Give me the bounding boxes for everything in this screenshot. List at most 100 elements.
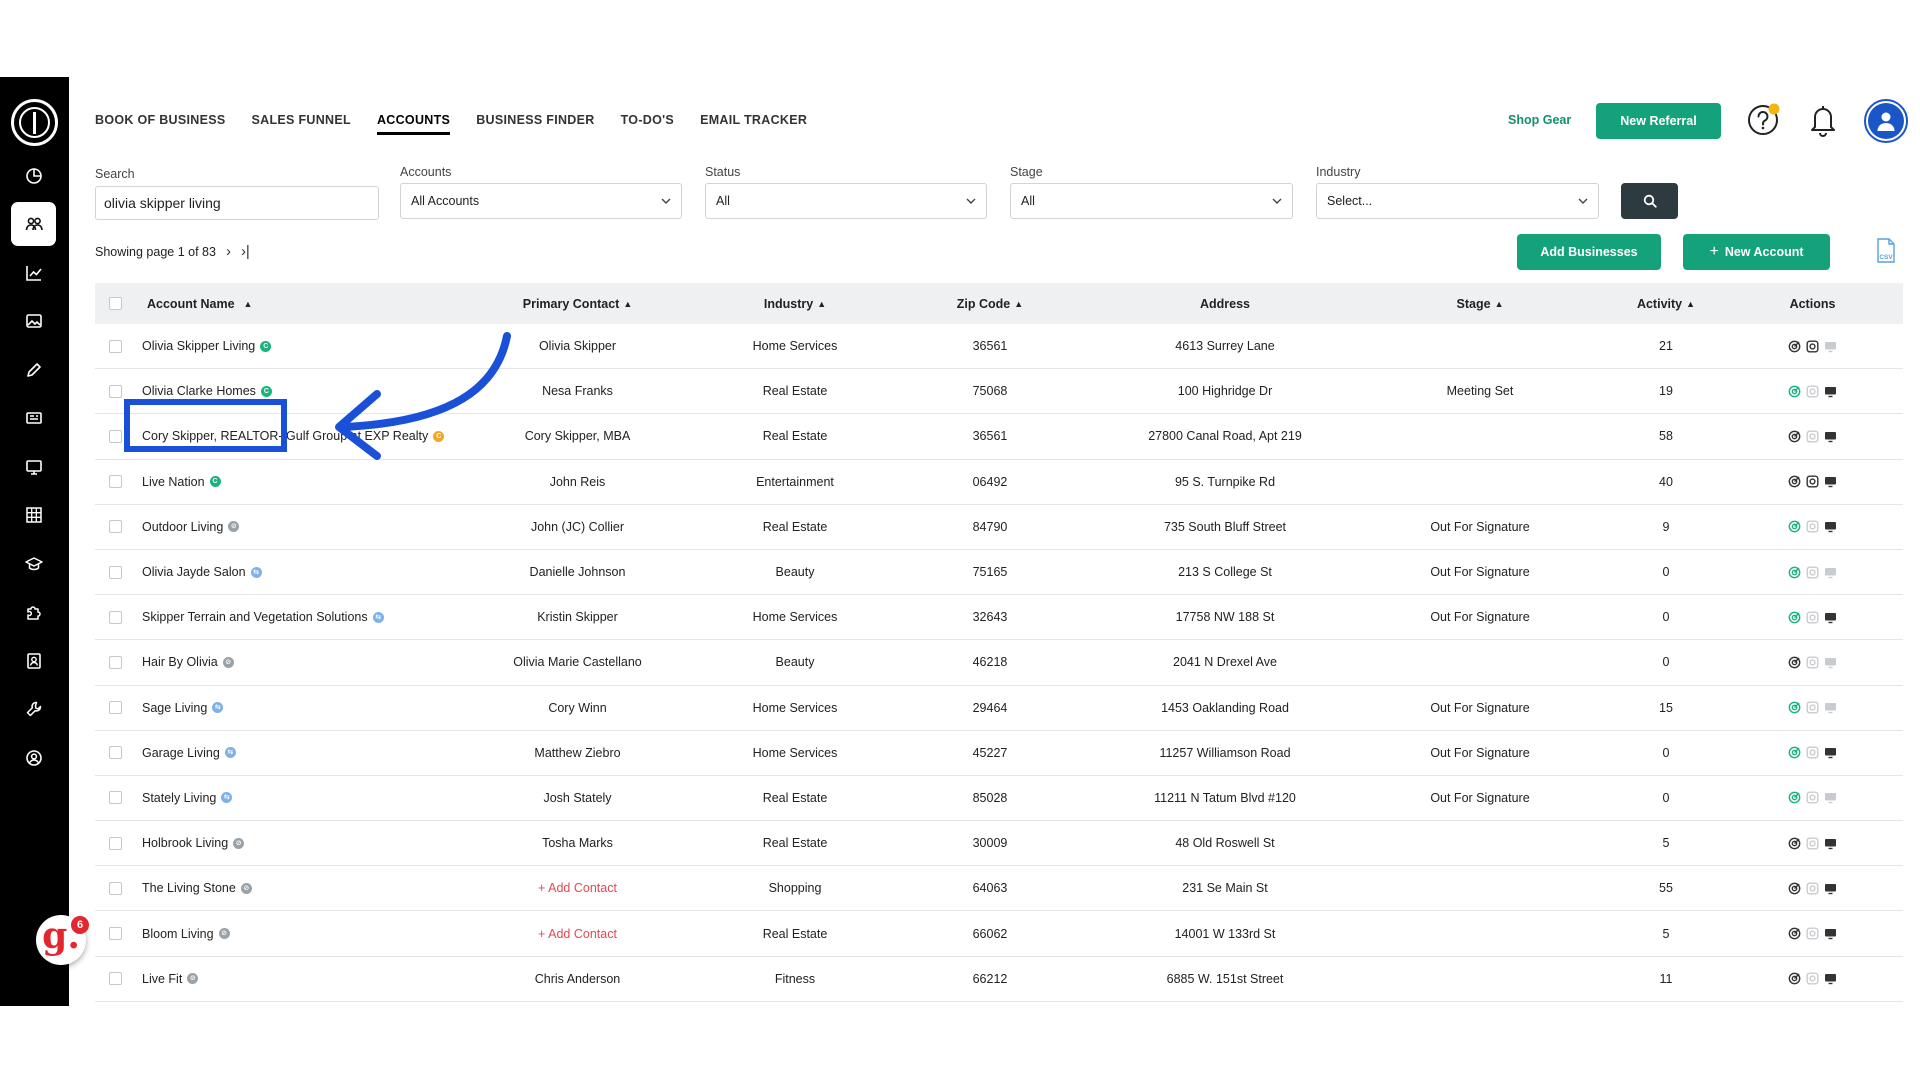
camera-icon[interactable] [1806,972,1819,985]
camera-icon[interactable] [1806,611,1819,624]
col-primary-contact[interactable]: Primary Contact ▲ [465,297,690,311]
tab-accounts[interactable]: ACCOUNTS [376,113,451,135]
table-row[interactable]: Live Fit ⊘ Chris Anderson Fitness 66212 6885 … [95,957,1903,1002]
target-icon[interactable] [1788,837,1801,850]
target-icon[interactable] [1788,520,1801,533]
target-icon[interactable] [1788,475,1801,488]
account-name-link[interactable]: Hair By Olivia [142,655,218,670]
monitor-icon[interactable] [1824,475,1837,488]
camera-icon[interactable] [1806,791,1819,804]
camera-icon[interactable] [1806,340,1819,353]
camera-icon[interactable] [1806,701,1819,714]
row-checkbox[interactable] [108,881,122,895]
new-referral-button[interactable]: New Referral [1596,103,1721,139]
sidebar-item-people[interactable] [11,202,56,246]
monitor-icon[interactable] [1824,972,1837,985]
shop-gear-link[interactable]: Shop Gear [1508,113,1572,127]
row-checkbox[interactable] [108,746,122,760]
monitor-icon[interactable] [1824,430,1837,443]
table-row[interactable]: Olivia Clarke Homes C Nesa Franks Real Esta… [95,369,1903,415]
row-checkbox[interactable] [108,655,122,669]
row-checkbox[interactable] [108,927,122,941]
tab-sales-funnel[interactable]: SALES FUNNEL [251,113,351,127]
monitor-icon[interactable] [1824,385,1837,398]
row-checkbox[interactable] [108,791,122,805]
row-checkbox[interactable] [108,701,122,715]
monitor-icon[interactable] [1824,340,1837,353]
account-name-link[interactable]: Live Nation [142,474,205,489]
sidebar-item-grid[interactable] [11,493,56,537]
table-row[interactable]: Bloom Living ⊘ + Add Contact Real Estate 660… [95,911,1903,957]
csv-export-icon[interactable]: CSV [1875,238,1897,264]
new-account-button[interactable]: + New Account [1683,234,1830,270]
target-icon[interactable] [1788,972,1801,985]
bell-icon[interactable] [1806,102,1840,138]
table-row[interactable]: Stately Living ⇆ Josh Stately Real Estate 85… [95,776,1903,822]
account-name-link[interactable]: Sage Living [142,700,208,715]
sidebar-item-newspaper[interactable] [11,396,56,440]
table-row[interactable]: Live Nation C John Reis Entertainment 06492 9… [95,460,1903,505]
account-name-link[interactable]: Olivia Clarke Homes [142,384,256,399]
table-row[interactable]: Skipper Terrain and Vegetation Solutions… [95,595,1903,641]
account-name-link[interactable]: The Living Stone [142,881,236,896]
monitor-icon[interactable] [1824,611,1837,624]
table-row[interactable]: Holbrook Living ⊘ Tosha Marks Real Estate 30… [95,821,1903,867]
sidebar-item-puzzle[interactable] [11,590,56,634]
add-contact-link[interactable]: + Add Contact [538,926,617,941]
accounts-filter-select[interactable]: All Accounts [400,183,682,219]
search-button[interactable] [1621,183,1678,219]
help-icon[interactable] [1746,103,1780,137]
account-name-link[interactable]: Stately Living [142,790,217,805]
tab-to-dos[interactable]: TO-DO'S [620,113,675,127]
row-checkbox[interactable] [108,565,122,579]
table-row[interactable]: Olivia Skipper Living C Olivia Skipper Home… [95,324,1903,370]
search-input[interactable]: olivia skipper living [95,186,379,220]
table-row[interactable]: Olivia Jayde Salon ⇆ Danielle Johnson Beaut… [95,550,1903,596]
row-checkbox[interactable] [108,610,122,624]
row-checkbox[interactable] [108,836,122,850]
table-row[interactable]: Cory Skipper, REALTOR- Gulf Group at EXP… [95,414,1903,460]
sidebar-item-line-chart[interactable] [11,251,56,295]
monitor-icon[interactable] [1824,837,1837,850]
row-checkbox[interactable] [108,475,122,489]
col-activity[interactable]: Activity ▲ [1590,297,1742,311]
account-name-link[interactable]: Outdoor Living [142,519,224,534]
monitor-icon[interactable] [1824,520,1837,533]
account-name-link[interactable]: Olivia Skipper Living [142,339,256,354]
sidebar-item-monitor[interactable] [11,445,56,489]
target-icon[interactable] [1788,340,1801,353]
add-businesses-button[interactable]: Add Businesses [1517,234,1661,270]
account-name-link[interactable]: Garage Living [142,745,220,760]
sidebar-item-contact-card[interactable] [11,639,56,683]
account-name-link[interactable]: Cory Skipper, REALTOR- Gulf Group at EXP… [142,429,429,444]
camera-icon[interactable] [1806,475,1819,488]
camera-icon[interactable] [1806,656,1819,669]
table-row[interactable]: Hair By Olivia ⊘ Olivia Marie Castellano Be… [95,640,1903,686]
row-checkbox[interactable] [108,520,122,534]
target-icon[interactable] [1788,656,1801,669]
sidebar-item-wrench[interactable] [11,687,56,731]
table-row[interactable]: The Living Stone ⊘ + Add Contact Shopping 64… [95,866,1903,912]
monitor-icon[interactable] [1824,566,1837,579]
target-icon[interactable] [1788,791,1801,804]
user-avatar[interactable] [1864,99,1908,143]
camera-icon[interactable] [1806,520,1819,533]
col-industry[interactable]: Industry ▲ [690,297,900,311]
camera-icon[interactable] [1806,746,1819,759]
status-filter-select[interactable]: All [705,183,987,219]
target-icon[interactable] [1788,882,1801,895]
row-checkbox[interactable] [108,429,122,443]
account-name-link[interactable]: Holbrook Living [142,836,229,851]
stage-filter-select[interactable]: All [1010,183,1293,219]
table-row[interactable]: Garage Living ⇆ Matthew Ziebro Home Service… [95,731,1903,776]
target-icon[interactable] [1788,611,1801,624]
select-all-checkbox[interactable] [108,297,122,310]
col-stage[interactable]: Stage ▲ [1370,297,1590,311]
target-icon[interactable] [1788,927,1801,940]
target-icon[interactable] [1788,430,1801,443]
monitor-icon[interactable] [1824,791,1837,804]
target-icon[interactable] [1788,566,1801,579]
monitor-icon[interactable] [1824,656,1837,669]
target-icon[interactable] [1788,746,1801,759]
row-checkbox[interactable] [108,972,122,986]
